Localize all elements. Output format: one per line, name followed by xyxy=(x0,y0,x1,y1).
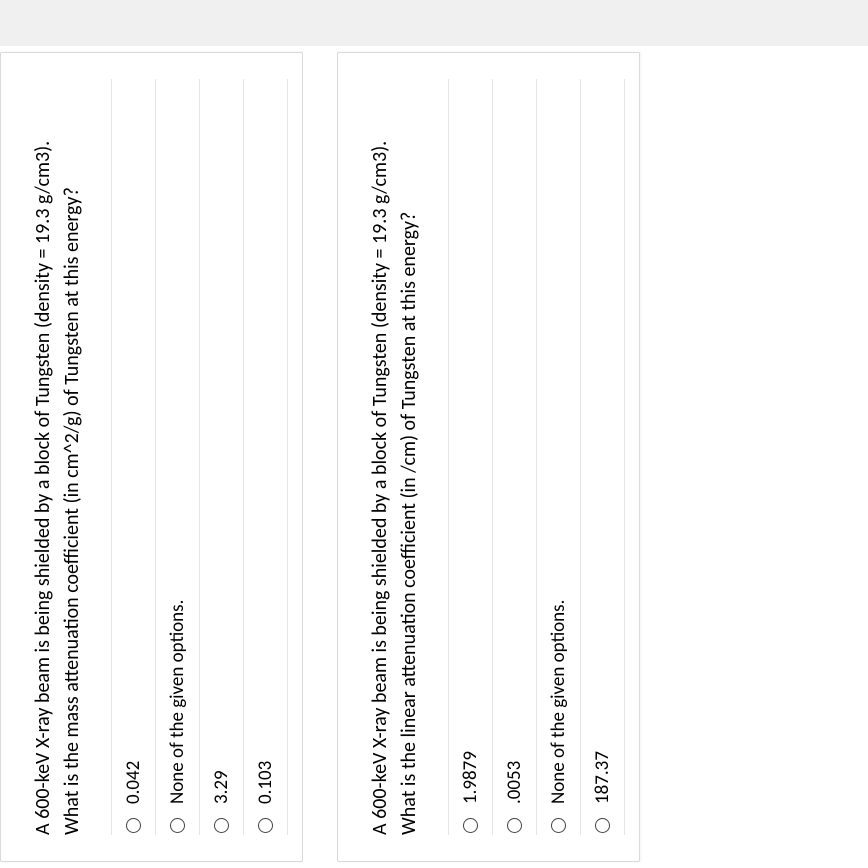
option-row[interactable]: 187.37 xyxy=(580,79,625,835)
options-list-2: 1.9879 .0053 None of the given options. … xyxy=(448,79,625,835)
q1-line2: What is the mass attenuation coefficient… xyxy=(60,187,84,835)
option-row[interactable]: None of the given options. xyxy=(155,79,199,835)
option-label: 0.103 xyxy=(254,81,277,804)
radio-icon xyxy=(463,818,478,833)
card-gap xyxy=(303,46,337,868)
radio-icon xyxy=(258,818,273,833)
q2-line1: A 600-keV X-ray beam is being shielded b… xyxy=(368,141,392,835)
radio-icon xyxy=(214,818,229,833)
radio-icon xyxy=(507,818,522,833)
option-row[interactable]: None of the given options. xyxy=(536,79,580,835)
radio-icon xyxy=(126,818,141,833)
q1-line1: A 600-keV X-ray beam is being shielded b… xyxy=(31,141,55,835)
option-row[interactable]: .0053 xyxy=(492,79,536,835)
option-label: None of the given options. xyxy=(166,81,189,804)
question-card-1: A 600-keV X-ray beam is being shielded b… xyxy=(0,52,303,862)
option-label: 1.9879 xyxy=(459,81,482,804)
question-text-1: A 600-keV X-ray beam is being shielded b… xyxy=(29,79,87,835)
question-text-2: A 600-keV X-ray beam is being shielded b… xyxy=(366,79,424,835)
option-row[interactable]: 0.103 xyxy=(243,79,288,835)
option-label: .0053 xyxy=(503,81,526,804)
option-row[interactable]: 0.042 xyxy=(111,79,155,835)
option-label: 3.29 xyxy=(210,81,233,804)
option-row[interactable]: 1.9879 xyxy=(448,79,492,835)
q2-line2: What is the linear attenuation coefficie… xyxy=(397,212,421,835)
page-rotated: A 600-keV X-ray beam is being shielded b… xyxy=(0,46,868,868)
option-label: 187.37 xyxy=(591,81,614,804)
option-label: None of the given options. xyxy=(547,81,570,804)
radio-icon xyxy=(170,818,185,833)
question-card-2: A 600-keV X-ray beam is being shielded b… xyxy=(337,52,640,862)
options-list-1: 0.042 None of the given options. 3.29 0.… xyxy=(111,79,288,835)
option-row[interactable]: 3.29 xyxy=(199,79,243,835)
radio-icon xyxy=(551,818,566,833)
option-label: 0.042 xyxy=(122,81,145,804)
radio-icon xyxy=(595,818,610,833)
